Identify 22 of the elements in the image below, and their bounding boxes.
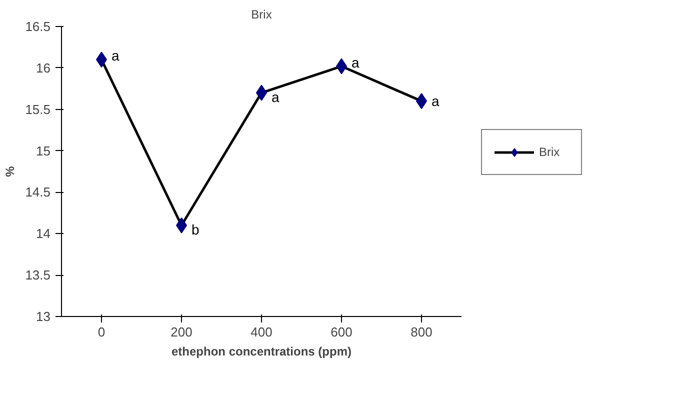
y-tick-label: 16.5: [25, 19, 51, 34]
legend-label: Brix: [539, 145, 561, 159]
y-axis-title: %: [3, 166, 18, 177]
x-axis-title: ethephon concentrations (ppm): [172, 344, 352, 358]
y-tick-label: 13: [36, 309, 51, 324]
y-tick-label: 16: [36, 60, 51, 76]
y-tick-label: 15: [36, 143, 51, 158]
y-tick-label: 13.5: [25, 268, 51, 283]
chart-title: Brix: [251, 8, 272, 22]
annotation: a: [432, 93, 440, 110]
annotation: a: [352, 54, 360, 70]
y-tick-label: 14.5: [25, 184, 51, 200]
annotation: a: [112, 48, 120, 64]
y-tick-label: 14: [36, 226, 51, 242]
x-tick-label: 400: [250, 324, 272, 340]
x-tick-label: 0: [98, 324, 106, 340]
x-tick-label: 600: [330, 324, 352, 340]
x-tick-label: 800: [410, 324, 432, 340]
x-tick-label: 200: [170, 324, 192, 340]
y-tick-label: 15.5: [25, 102, 51, 117]
annotation: a: [272, 88, 280, 105]
annotation: b: [192, 221, 200, 238]
